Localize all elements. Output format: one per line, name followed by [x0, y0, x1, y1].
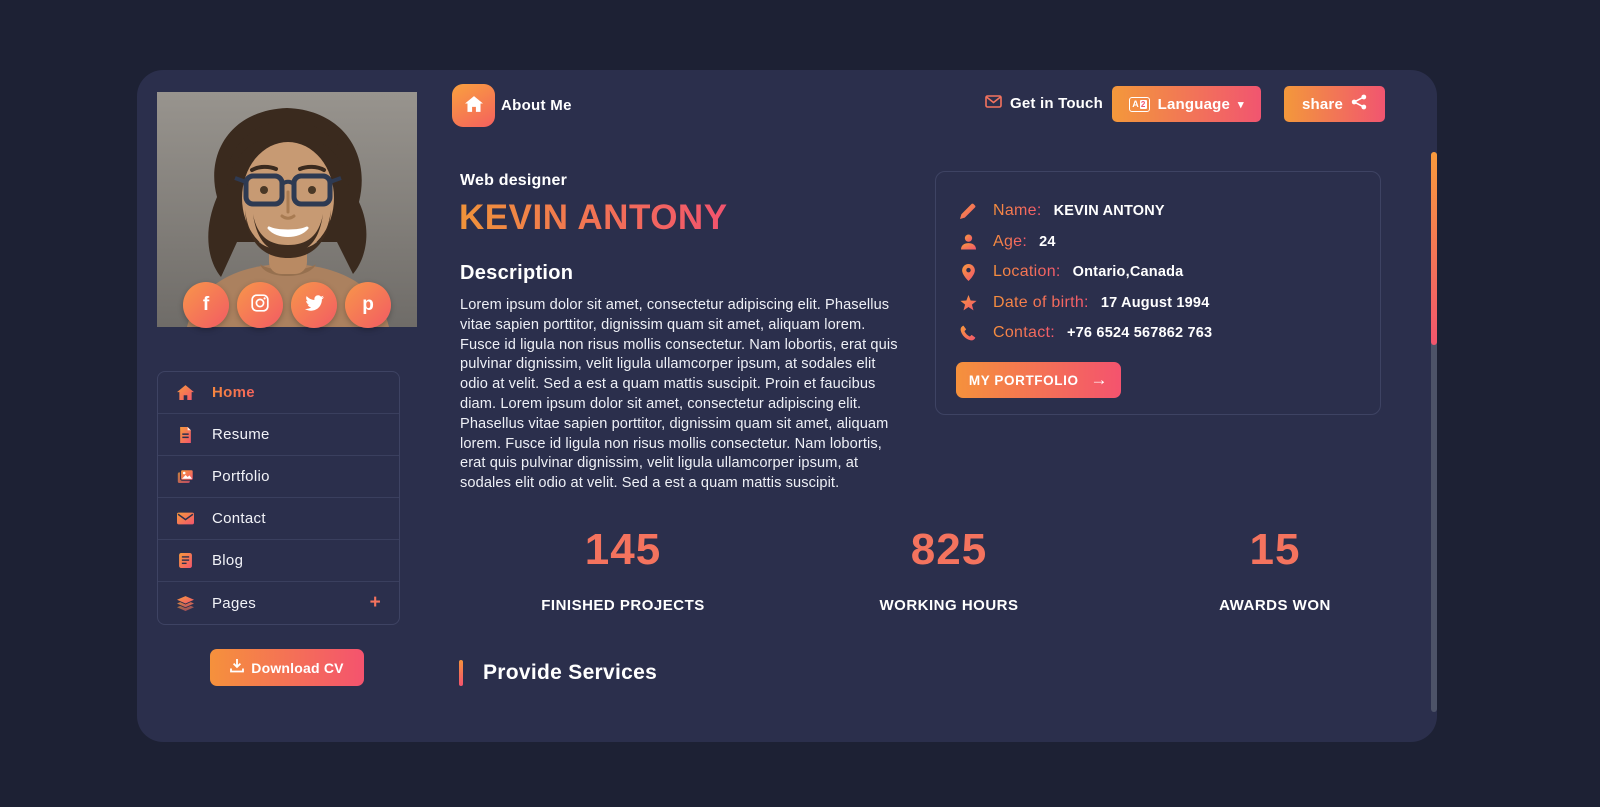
provide-services-title: Provide Services: [483, 661, 658, 684]
share-button[interactable]: share: [1284, 86, 1385, 122]
get-in-touch-label: Get in Touch: [1010, 95, 1103, 112]
share-icon: [1351, 94, 1367, 114]
home-button[interactable]: [452, 84, 495, 127]
pinterest-link[interactable]: p: [345, 282, 391, 328]
home-icon: [464, 96, 483, 115]
profile-photo: [157, 92, 417, 327]
pencil-icon: [958, 203, 978, 220]
sidebar-item-blog[interactable]: Blog: [158, 540, 399, 582]
scrollbar-thumb[interactable]: [1431, 152, 1437, 345]
profile-name: KEVIN ANTONY: [459, 198, 728, 237]
info-value: 24: [1039, 233, 1056, 250]
instagram-link[interactable]: [237, 282, 283, 328]
profile-role: Web designer: [460, 172, 568, 189]
info-label: Name:: [993, 202, 1042, 220]
get-in-touch-link[interactable]: Get in Touch: [985, 95, 1103, 112]
facebook-link[interactable]: f: [183, 282, 229, 328]
envelope-icon: [176, 512, 194, 525]
star-icon: [958, 294, 978, 311]
info-label: Date of birth:: [993, 293, 1089, 311]
sidebar-menu: Home Resume Portfolio Contact Blog: [157, 371, 400, 625]
instagram-icon: [251, 293, 269, 317]
facebook-icon: f: [202, 294, 210, 315]
user-icon: [958, 234, 978, 250]
sidebar-item-resume[interactable]: Resume: [158, 414, 399, 456]
my-portfolio-button[interactable]: MY PORTFOLIO →: [956, 362, 1121, 398]
info-value: KEVIN ANTONY: [1053, 203, 1165, 220]
info-row-contact: Contact: +76 6524 567862 763: [958, 318, 1358, 349]
heading-accent-bar: [459, 660, 463, 686]
twitter-icon: [304, 294, 324, 316]
resume-icon: [176, 426, 194, 443]
sidebar-item-label: Portfolio: [212, 468, 270, 485]
location-icon: [958, 263, 978, 281]
info-row-name: Name: KEVIN ANTONY: [958, 196, 1358, 227]
layers-icon: [176, 595, 194, 611]
envelope-outline-icon: [985, 95, 1002, 112]
stat-value: 15: [1249, 525, 1301, 574]
download-cv-button[interactable]: Download CV: [210, 649, 364, 686]
stat-finished-projects: 145 FINISHED PROJECTS: [460, 525, 786, 614]
arrow-right-icon: →: [1090, 370, 1109, 389]
info-label: Contact:: [993, 324, 1055, 342]
social-links: f p: [157, 282, 417, 328]
sidebar-item-label: Home: [212, 384, 255, 401]
info-row-age: Age: 24: [958, 227, 1358, 258]
provide-services-heading: Provide Services: [459, 660, 657, 686]
info-row-location: Location: Ontario,Canada: [958, 257, 1358, 288]
stat-working-hours: 825 WORKING HOURS: [786, 525, 1112, 614]
description-title: Description: [460, 262, 574, 284]
sidebar-item-label: Resume: [212, 426, 270, 443]
pinterest-icon: p: [362, 294, 374, 315]
language-label: Language: [1157, 95, 1231, 113]
stat-label: WORKING HOURS: [879, 597, 1019, 614]
sidebar-item-label: Pages: [212, 594, 257, 612]
blog-icon: [176, 553, 194, 568]
info-label: Age:: [993, 232, 1028, 250]
stat-value: 825: [910, 525, 988, 574]
sidebar-item-label: Blog: [212, 552, 244, 569]
info-value: +76 6524 567862 763: [1067, 325, 1213, 342]
description-text: Lorem ipsum dolor sit amet, consectetur …: [460, 297, 898, 492]
nav-about-me[interactable]: About Me: [501, 97, 572, 114]
sidebar-item-portfolio[interactable]: Portfolio: [158, 456, 399, 498]
phone-icon: [958, 325, 978, 341]
stat-awards-won: 15 AWARDS WON: [1112, 525, 1438, 614]
download-cv-label: Download CV: [251, 659, 344, 676]
info-value: Ontario,Canada: [1072, 264, 1184, 281]
stat-label: FINISHED PROJECTS: [541, 597, 705, 614]
stat-label: AWARDS WON: [1219, 597, 1331, 614]
personal-info-card: Name: KEVIN ANTONY Age: 24 Location: Ont…: [935, 171, 1381, 415]
sidebar-item-label: Contact: [212, 510, 266, 527]
expand-plus-icon[interactable]: +: [369, 592, 381, 613]
info-row-dob: Date of birth: 17 August 1994: [958, 288, 1358, 319]
info-value: 17 August 1994: [1100, 294, 1210, 311]
download-icon: [230, 659, 245, 676]
stats-row: 145 FINISHED PROJECTS 825 WORKING HOURS …: [460, 525, 1438, 614]
home-icon: [176, 385, 194, 400]
portfolio-icon: [176, 469, 194, 484]
my-portfolio-label: MY PORTFOLIO: [968, 372, 1079, 388]
sidebar-item-home[interactable]: Home: [158, 372, 399, 414]
sidebar-item-contact[interactable]: Contact: [158, 498, 399, 540]
stat-value: 145: [584, 525, 662, 574]
chevron-down-icon: ▾: [1238, 98, 1244, 111]
scrollbar-track[interactable]: [1431, 152, 1437, 712]
info-label: Location:: [993, 263, 1061, 281]
share-label: share: [1301, 95, 1344, 113]
twitter-link[interactable]: [291, 282, 337, 328]
sidebar-item-pages[interactable]: Pages +: [158, 582, 399, 624]
